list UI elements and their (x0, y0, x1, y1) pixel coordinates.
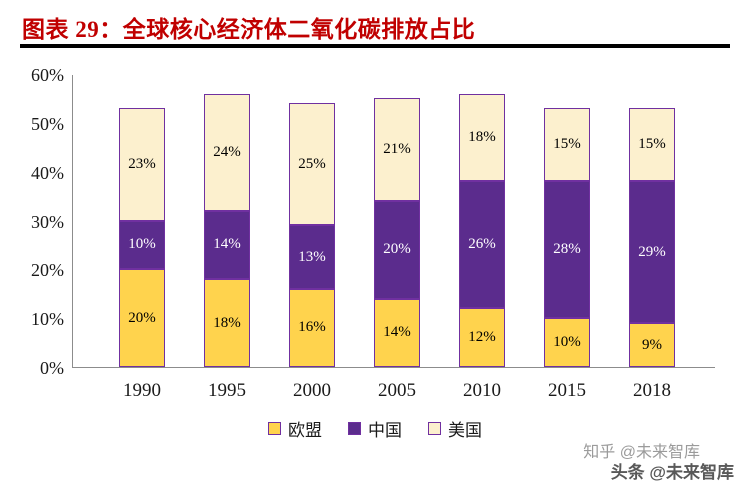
bar-segment-欧盟: 9% (629, 323, 675, 367)
bar-value-label: 18% (213, 314, 241, 331)
bar-segment-中国: 29% (629, 181, 675, 324)
bar-value-label: 15% (638, 136, 666, 153)
legend-swatch (268, 422, 281, 435)
bar-segment-美国: 24% (204, 93, 250, 211)
bar-segment-美国: 15% (629, 108, 675, 182)
bar-segment-欧盟: 16% (289, 288, 335, 367)
bar-value-label: 13% (298, 248, 326, 265)
stacked-bar-2018: 9% 29% 15% (629, 74, 675, 367)
plot-area: 20% 10% 23% 1990 18% 14% 24% 1995 16% 13% 25% 2000 1… (72, 74, 715, 401)
title-underline (20, 44, 730, 48)
bar-segment-中国: 13% (289, 225, 335, 289)
legend: 欧盟 中国 美国 (0, 416, 750, 441)
bar-segment-中国: 20% (374, 200, 420, 299)
bar-segment-欧盟: 14% (374, 298, 420, 367)
x-axis-category-label: 1995 (208, 380, 246, 401)
stacked-bar-1990: 20% 10% 23% (119, 74, 165, 367)
stacked-bar-2005: 14% 20% 21% (374, 74, 420, 367)
legend-label: 中国 (368, 421, 402, 440)
x-axis-category-label: 2010 (463, 380, 501, 401)
legend-item-美国: 美国 (428, 416, 482, 441)
bar-value-label: 21% (383, 141, 411, 158)
bar-value-label: 24% (213, 143, 241, 160)
x-axis-category-label: 2018 (633, 380, 671, 401)
watermark-toutiao: 头条 @未来智库 (610, 463, 734, 482)
y-axis-tick-label: 30% (31, 211, 64, 232)
bar-segment-美国: 25% (289, 103, 335, 226)
bar-value-label: 20% (383, 241, 411, 258)
stacked-bar-2015: 10% 28% 15% (544, 74, 590, 367)
bar-value-label: 12% (468, 329, 496, 346)
stacked-bar-2010: 12% 26% 18% (459, 74, 505, 367)
legend-swatch (428, 422, 441, 435)
x-axis-category-label: 1990 (123, 380, 161, 401)
y-axis-tick-label: 10% (31, 309, 64, 330)
bar-value-label: 23% (128, 155, 156, 172)
bar-segment-美国: 15% (544, 108, 590, 182)
bar-value-label: 14% (383, 324, 411, 341)
bar-segment-美国: 18% (459, 93, 505, 182)
x-axis-category-label: 2000 (293, 380, 331, 401)
bar-value-label: 29% (638, 243, 666, 260)
y-axis-tick-label: 20% (31, 260, 64, 281)
legend-item-中国: 中国 (348, 416, 402, 441)
bar-value-label: 9% (642, 336, 662, 353)
bar-value-label: 16% (298, 319, 326, 336)
y-axis: 0% 10% 20% 30% 40% 50% 60% (0, 65, 64, 378)
stacked-bar-1995: 18% 14% 24% (204, 74, 250, 367)
bar-value-label: 20% (128, 309, 156, 326)
x-axis-category-label: 2015 (548, 380, 586, 401)
bar-value-label: 28% (553, 241, 581, 258)
bar-segment-中国: 10% (119, 220, 165, 270)
bar-segment-欧盟: 18% (204, 279, 250, 367)
legend-item-欧盟: 欧盟 (268, 416, 322, 441)
bar-segment-欧盟: 20% (119, 269, 165, 367)
bar-value-label: 25% (298, 155, 326, 172)
bar-value-label: 14% (213, 236, 241, 253)
y-axis-tick-label: 50% (31, 113, 64, 134)
bar-segment-欧盟: 12% (459, 308, 505, 367)
bar-value-label: 26% (468, 236, 496, 253)
bar-segment-美国: 21% (374, 98, 420, 201)
legend-label: 欧盟 (288, 421, 322, 440)
bar-segment-中国: 14% (204, 210, 250, 280)
bar-segment-中国: 28% (544, 181, 590, 319)
bar-value-label: 10% (553, 334, 581, 351)
y-axis-tick-label: 0% (40, 358, 64, 378)
bar-value-label: 10% (128, 236, 156, 253)
bar-value-label: 15% (553, 136, 581, 153)
bar-segment-欧盟: 10% (544, 318, 590, 367)
legend-label: 美国 (448, 421, 482, 440)
bar-value-label: 18% (468, 128, 496, 145)
x-axis-category-label: 2005 (378, 380, 416, 401)
chart-title: 图表 29：全球核心经济体二氧化碳排放占比 (22, 17, 476, 42)
bar-segment-美国: 23% (119, 108, 165, 221)
bar-segment-中国: 26% (459, 181, 505, 309)
y-axis-tick-label: 40% (31, 162, 64, 183)
watermark-zhihu: 知乎 @未来智库 (583, 444, 700, 461)
stacked-bar-2000: 16% 13% 25% (289, 74, 335, 367)
legend-swatch (348, 422, 361, 435)
y-axis-tick-label: 60% (31, 65, 64, 85)
